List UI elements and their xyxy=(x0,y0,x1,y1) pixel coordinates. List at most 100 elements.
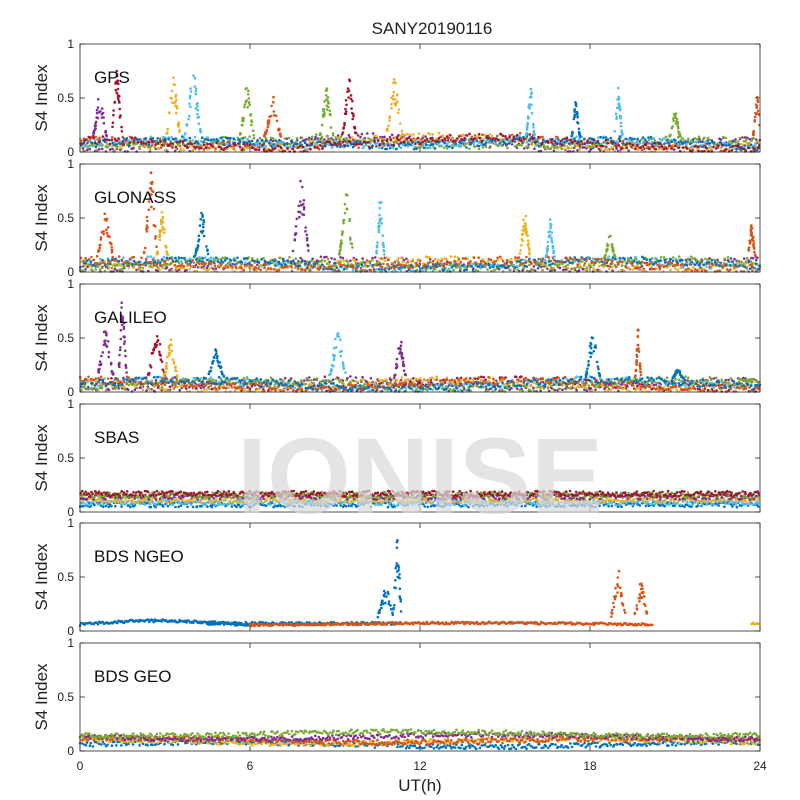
s4-point xyxy=(528,95,532,99)
s4-point xyxy=(323,100,326,103)
s4-point xyxy=(713,260,717,264)
s4-point xyxy=(303,141,307,144)
s4-point xyxy=(351,266,355,269)
s4-point xyxy=(415,147,418,151)
s4-point xyxy=(312,378,316,381)
s4-point xyxy=(649,150,653,153)
s4-point xyxy=(347,89,351,93)
s4-point xyxy=(154,237,157,240)
s4-point xyxy=(487,263,491,267)
s4-point xyxy=(390,102,393,106)
s4-point xyxy=(282,259,285,263)
s4-point xyxy=(86,144,90,148)
s4-point xyxy=(355,142,359,146)
s4-point xyxy=(250,139,254,143)
s4-point xyxy=(645,146,649,150)
s4-point xyxy=(310,135,314,139)
s4-point xyxy=(174,104,178,107)
s4-point xyxy=(648,262,651,266)
s4-point xyxy=(375,145,378,148)
s4-point xyxy=(369,259,372,263)
s4-point xyxy=(181,135,184,138)
s4-point xyxy=(209,256,213,259)
s4-point xyxy=(697,145,700,149)
s4-point xyxy=(733,265,736,269)
s4-point xyxy=(137,260,141,264)
s4-point xyxy=(668,144,671,147)
s4-point xyxy=(484,141,488,145)
s4-point xyxy=(265,128,269,132)
s4-point xyxy=(459,260,463,264)
s4-point xyxy=(529,87,533,91)
s4-point xyxy=(378,206,382,210)
s4-point xyxy=(490,134,494,138)
s4-point xyxy=(583,262,587,265)
s4-point xyxy=(380,146,384,150)
s4-point xyxy=(531,137,535,141)
s4-point xyxy=(149,265,152,269)
s4-point xyxy=(112,113,115,117)
s4-point xyxy=(107,388,111,392)
s4-point xyxy=(740,261,743,264)
s4-point xyxy=(103,212,106,215)
s4-point xyxy=(684,268,687,271)
s4-point xyxy=(174,137,178,140)
s4-point xyxy=(614,145,618,148)
s4-point xyxy=(492,261,495,265)
s4-point xyxy=(400,129,404,133)
s4-point xyxy=(642,257,646,261)
s4-point xyxy=(194,92,197,96)
s4-point xyxy=(429,146,432,150)
s4-point xyxy=(424,143,428,147)
s4-point xyxy=(576,115,579,118)
s4-point xyxy=(516,260,519,263)
s4-point xyxy=(371,259,374,262)
s4-point xyxy=(209,262,213,266)
s4-point xyxy=(676,120,679,124)
s4-point xyxy=(109,260,112,263)
s4-point xyxy=(94,268,97,271)
s4-point xyxy=(566,267,570,270)
s4-point xyxy=(747,142,751,145)
s4-point xyxy=(100,144,104,147)
s4-point xyxy=(102,230,105,233)
s4-point xyxy=(433,257,437,261)
s4-point xyxy=(198,224,202,227)
s4-point xyxy=(327,140,331,144)
s4-point xyxy=(388,146,392,150)
s4-point xyxy=(250,119,253,122)
s4-point xyxy=(582,146,586,149)
s4-point xyxy=(524,261,527,264)
s4-point xyxy=(729,268,732,271)
s4-point xyxy=(320,258,324,262)
s4-point xyxy=(158,233,162,236)
s4-point xyxy=(507,142,511,145)
s4-point xyxy=(709,145,713,149)
s4-point xyxy=(488,136,492,140)
s4-point xyxy=(224,150,227,153)
s4-point xyxy=(730,148,734,152)
s4-point xyxy=(672,148,676,151)
s4-point xyxy=(616,98,619,101)
s4-point xyxy=(100,112,104,116)
s4-point xyxy=(266,119,270,123)
s4-point xyxy=(567,142,571,145)
s4-point xyxy=(428,255,431,259)
s4-point xyxy=(156,260,160,263)
s4-point xyxy=(188,102,191,105)
s4-point xyxy=(401,260,405,264)
s4-point xyxy=(149,171,153,174)
s4-point xyxy=(318,144,322,147)
s4-point xyxy=(465,268,469,272)
s4-point xyxy=(338,137,341,140)
s4-point xyxy=(470,265,473,268)
s4-point xyxy=(563,144,566,147)
s4-point xyxy=(522,147,526,150)
s4-point xyxy=(726,255,730,259)
s4-point xyxy=(528,252,531,256)
s4-point xyxy=(693,145,696,148)
s4-point xyxy=(645,270,648,273)
s4-point xyxy=(396,111,400,115)
s4-point xyxy=(115,260,119,263)
s4-point xyxy=(100,107,104,110)
